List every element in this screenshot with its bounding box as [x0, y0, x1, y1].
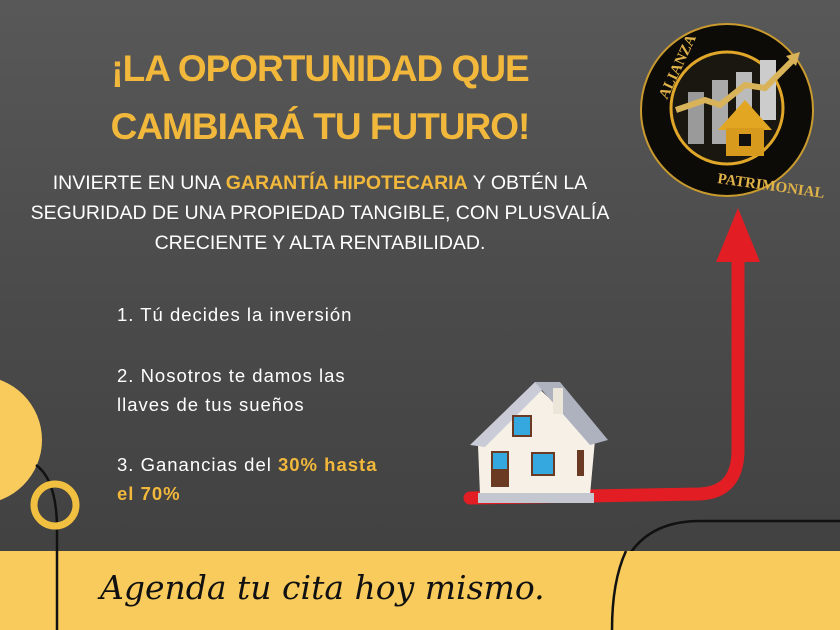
black-curve-left [35, 463, 59, 630]
red-growth-arrow [463, 248, 745, 505]
step-2-line-2: llaves de tus sueños [117, 394, 305, 415]
cta-band [0, 551, 840, 630]
headline-line-1: ¡LA OPORTUNIDAD QUE [111, 48, 529, 89]
step-2: 2. Nosotros te damos las llaves de tus s… [117, 361, 346, 419]
alianza-patrimonial-logo: ALIANZA PATRIMONIAL [640, 23, 825, 202]
step-3-highlight-2: el 70% [117, 483, 181, 504]
cta-text: Agenda tu cita hoy mismo. [100, 568, 545, 607]
headline: ¡LA OPORTUNIDAD QUE CAMBIARÁ TU FUTURO! [40, 40, 600, 156]
headline-line-2: CAMBIARÁ TU FUTURO! [110, 106, 531, 147]
subheadline-highlight: GARANTÍA HIPOTECARIA [225, 172, 468, 194]
subheadline-pre: INVIERTE EN UNA [52, 172, 226, 194]
step-2-line-1: 2. Nosotros te damos las [117, 365, 346, 386]
house-illustration [470, 382, 608, 503]
yellow-half-circle [0, 379, 42, 501]
step-3-text: 3. Ganancias del [117, 454, 278, 475]
band-lines [55, 551, 628, 630]
step-1: 1. Tú decides la inversión [117, 304, 353, 325]
subheadline: INVIERTE EN UNA GARANTÍA HIPOTECARIA Y O… [20, 168, 620, 258]
arrow-head [716, 208, 760, 262]
step-3: 3. Ganancias del 30% hasta el 70% [117, 450, 377, 508]
step-3-highlight-1: 30% hasta [277, 454, 378, 475]
subheadline-post: Y OBTÉN LA SEGURIDAD DE UNA PROPIEDAD TA… [30, 172, 610, 254]
yellow-ring [30, 480, 80, 530]
